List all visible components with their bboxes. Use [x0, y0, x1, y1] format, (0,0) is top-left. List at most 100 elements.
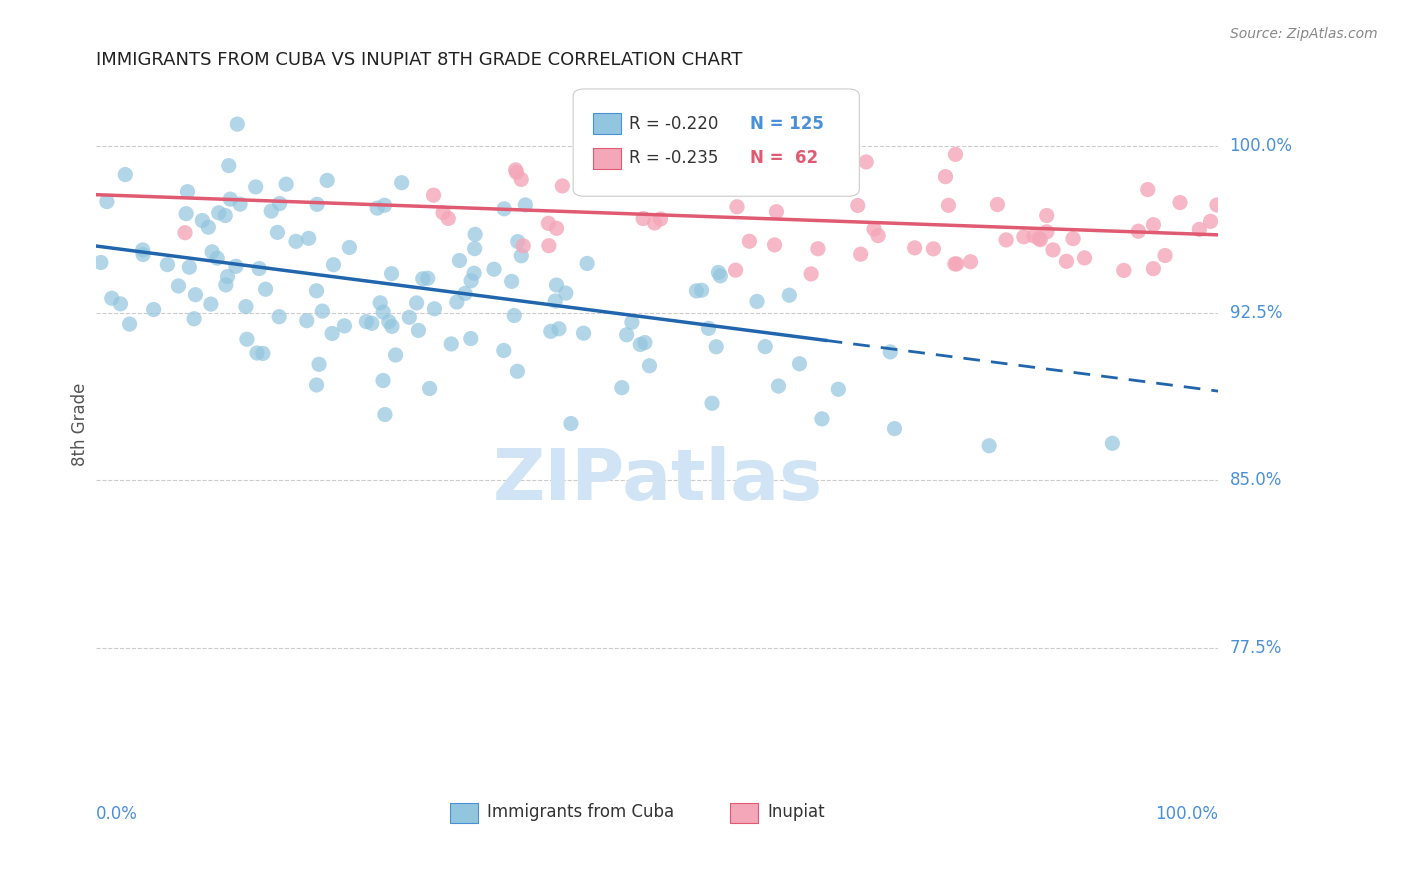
Point — [631, 211, 654, 226]
Text: 77.5%: 77.5% — [1230, 639, 1282, 657]
Point — [979, 439, 1001, 453]
Point — [269, 310, 291, 324]
Point — [247, 261, 270, 276]
Point — [254, 282, 277, 296]
Point — [827, 382, 849, 396]
Point — [464, 227, 486, 242]
Point — [321, 326, 343, 341]
Point — [366, 201, 388, 215]
Point — [1142, 218, 1164, 232]
Point — [704, 340, 727, 354]
Point — [789, 357, 811, 371]
Point — [1029, 233, 1052, 247]
Point — [849, 247, 872, 261]
Text: 100.0%: 100.0% — [1156, 805, 1219, 823]
Point — [460, 274, 482, 288]
Point — [260, 204, 283, 219]
Point — [697, 321, 720, 335]
Point — [510, 249, 533, 263]
Point — [285, 235, 308, 249]
Point — [252, 346, 274, 360]
Point — [200, 297, 222, 311]
Point — [959, 254, 981, 268]
Point — [217, 269, 239, 284]
Point — [537, 238, 560, 252]
Point — [356, 315, 378, 329]
Point — [945, 257, 967, 271]
Point — [454, 286, 477, 301]
Point — [763, 238, 786, 252]
Point — [922, 242, 945, 256]
Point — [512, 239, 534, 253]
Point — [90, 255, 112, 269]
Text: IMMIGRANTS FROM CUBA VS INUPIAT 8TH GRADE CORRELATION CHART: IMMIGRANTS FROM CUBA VS INUPIAT 8TH GRAD… — [96, 51, 742, 69]
Point — [183, 311, 205, 326]
Point — [501, 274, 523, 288]
Point — [118, 317, 141, 331]
Point — [1036, 225, 1059, 239]
Point — [938, 198, 960, 212]
Point — [96, 194, 118, 209]
Point — [1062, 232, 1084, 246]
Point — [879, 345, 901, 359]
Bar — [730, 804, 758, 822]
Point — [423, 301, 446, 316]
Text: R = -0.220: R = -0.220 — [630, 114, 718, 133]
Point — [883, 422, 905, 436]
Point — [482, 262, 505, 277]
Point — [620, 315, 643, 329]
Point — [554, 286, 576, 301]
Point — [1042, 243, 1064, 257]
Point — [416, 271, 439, 285]
Text: R = -0.235: R = -0.235 — [630, 149, 718, 167]
Point — [855, 155, 877, 169]
Point — [174, 207, 197, 221]
Point — [690, 283, 713, 297]
Point — [510, 172, 533, 186]
Point — [934, 169, 956, 184]
Point — [197, 220, 219, 235]
Point — [560, 417, 582, 431]
Y-axis label: 8th Grade: 8th Grade — [72, 383, 89, 467]
Point — [215, 277, 238, 292]
Point — [540, 324, 562, 338]
Point — [503, 309, 526, 323]
Point — [576, 157, 599, 171]
Point — [142, 302, 165, 317]
Point — [1012, 229, 1035, 244]
Point — [229, 197, 252, 211]
Bar — [593, 113, 621, 134]
Point — [114, 168, 136, 182]
Point — [179, 260, 201, 275]
Point — [709, 268, 731, 283]
Point — [1022, 229, 1045, 244]
Point — [515, 198, 537, 212]
Point — [440, 337, 463, 351]
Point — [371, 305, 394, 319]
Point — [322, 258, 344, 272]
Point — [311, 304, 333, 318]
Point — [412, 272, 434, 286]
Point — [807, 242, 830, 256]
Text: ZIPatlas: ZIPatlas — [492, 445, 823, 515]
Point — [384, 348, 406, 362]
Point — [1101, 436, 1123, 450]
Point — [201, 244, 224, 259]
Point — [205, 251, 228, 265]
Point — [1142, 261, 1164, 276]
Point — [945, 147, 967, 161]
Point — [333, 318, 356, 333]
Text: 0.0%: 0.0% — [96, 805, 138, 823]
Point — [838, 181, 860, 195]
Point — [276, 177, 298, 191]
Point — [398, 310, 420, 325]
Point — [724, 263, 747, 277]
Text: N =  62: N = 62 — [751, 149, 818, 167]
Point — [422, 188, 444, 202]
Point — [1199, 214, 1222, 228]
Point — [132, 247, 155, 261]
Point — [308, 357, 330, 371]
Point — [610, 381, 633, 395]
FancyBboxPatch shape — [574, 89, 859, 196]
Point — [339, 240, 361, 254]
